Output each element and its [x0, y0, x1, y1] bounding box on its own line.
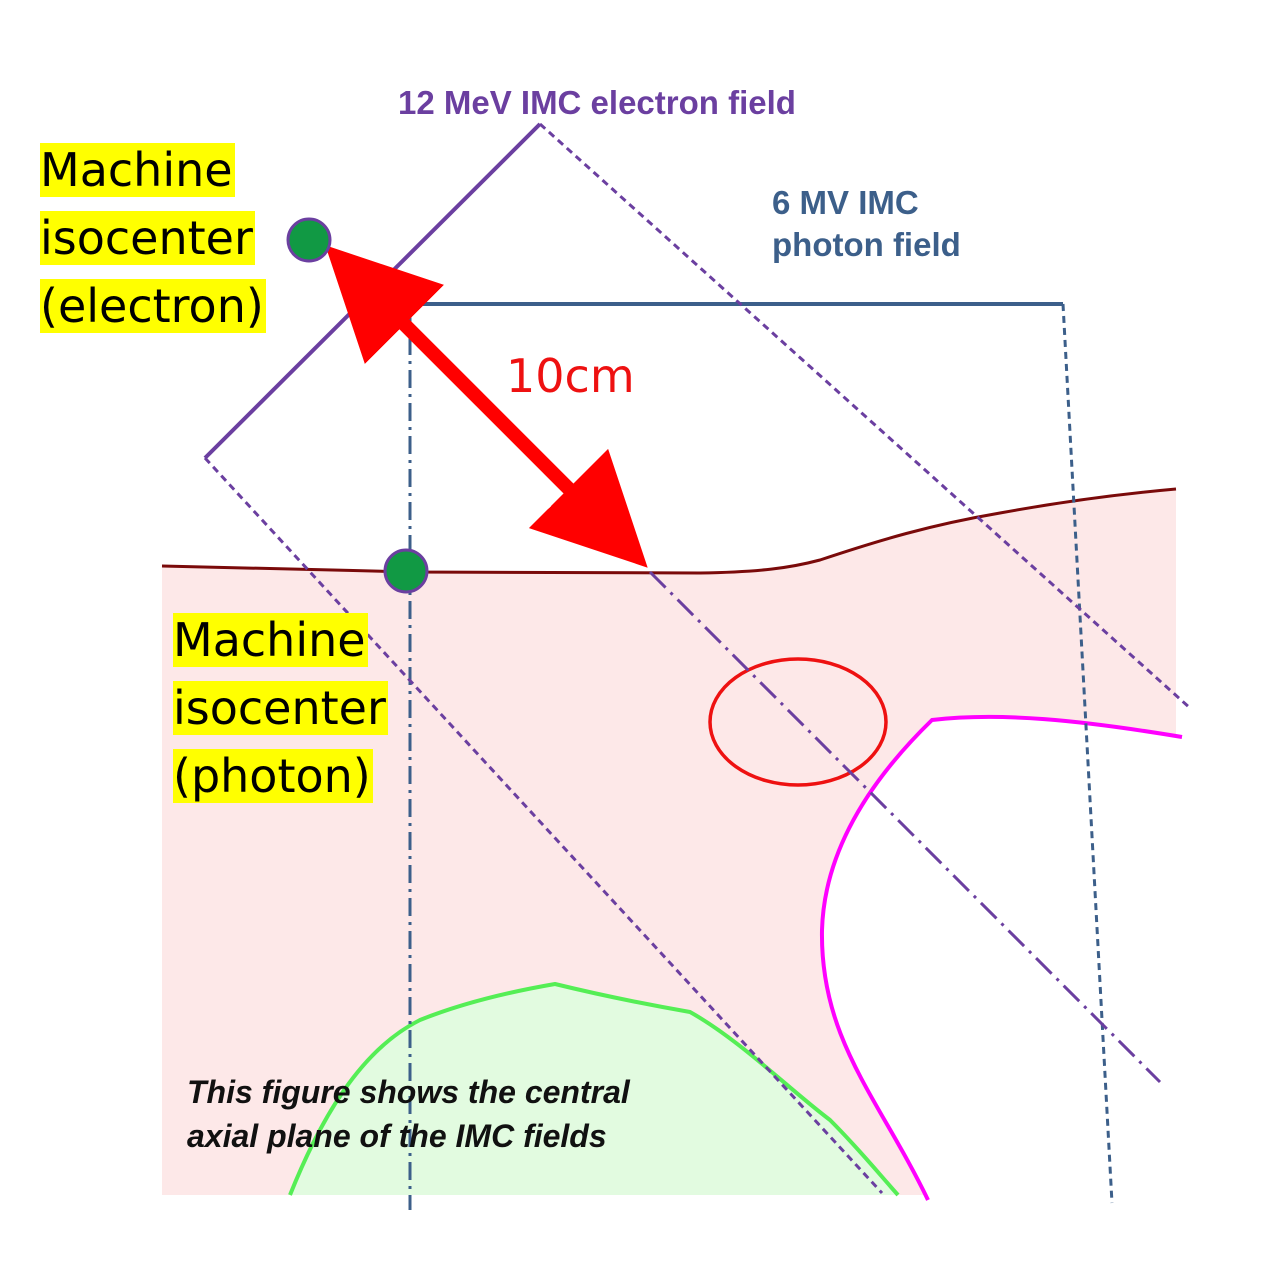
- electron-isocenter-label-line3: (electron): [40, 279, 266, 333]
- photon-field-label-line2: photon field: [772, 226, 961, 263]
- tumor-contour: [708, 657, 888, 787]
- distance-label: 10cm: [506, 349, 635, 403]
- photon-isocenter-label-line1: Machine: [173, 613, 368, 667]
- electron-isocenter-label-line2: isocenter: [40, 211, 255, 265]
- figure-caption: This figure shows the central axial plan…: [187, 1070, 630, 1158]
- photon-isocenter-label: Machine isocenter (photon): [173, 606, 388, 810]
- electron-field-left-edge: [203, 456, 884, 1195]
- figure-caption-line1: This figure shows the central: [187, 1074, 630, 1110]
- body-outline: [161, 487, 1177, 575]
- figure-caption-line2: axial plane of the IMC fields: [187, 1118, 607, 1154]
- electron-isocenter-marker: [286, 217, 332, 263]
- photon-field-label-line1: 6 MV IMC: [772, 184, 919, 221]
- green-organ-outline: [288, 981, 900, 1197]
- photon-isocenter-label-line3: (photon): [173, 749, 373, 803]
- electron-isocenter-label: Machine isocenter (electron): [40, 136, 266, 340]
- distance-arrow: [325, 245, 648, 568]
- green-organ-region: [290, 984, 898, 1195]
- photon-isocenter-marker: [383, 548, 429, 594]
- magenta-organ-outline: [819, 714, 1183, 1201]
- electron-field-label: 12 MeV IMC electron field: [398, 84, 796, 121]
- electron-field-right-edge: [538, 122, 1192, 710]
- photon-isocenter-label-line2: isocenter: [173, 681, 388, 735]
- electron-field-central-axis: [648, 570, 1162, 1084]
- photon-field-right-edge: [1061, 303, 1114, 1204]
- electron-isocenter-label-line1: Machine: [40, 143, 235, 197]
